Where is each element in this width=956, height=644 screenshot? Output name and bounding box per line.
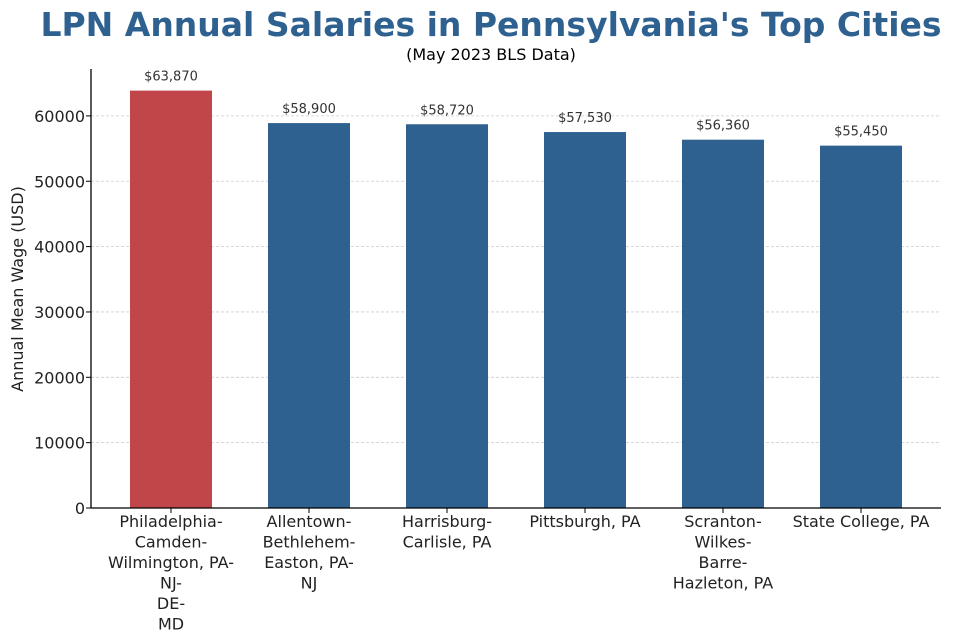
y-tick-label: 30000	[34, 303, 85, 322]
bar	[682, 139, 764, 509]
data-labels: $63,870 $58,900 $58,720 $57,530 $56,360 $55,4…	[144, 70, 888, 140]
data-label: $57,530	[558, 111, 612, 126]
x-tick-label: Harrisburg-Carlisle, PA	[402, 512, 492, 552]
y-axis-label: Annual Mean Wage (USD)	[8, 186, 27, 392]
x-tick-label: Philadelphia-Camden-Wilmington, PA-NJ-DE…	[108, 512, 234, 634]
bars	[130, 90, 902, 509]
y-tick-labels: 0 10000 20000 30000 40000 50000 60000	[34, 107, 91, 518]
data-label: $58,900	[282, 102, 336, 117]
axes	[90, 69, 941, 509]
bar	[406, 124, 488, 508]
bar	[820, 145, 902, 508]
gridlines	[91, 115, 941, 444]
y-tick-label: 0	[75, 499, 85, 518]
chart-title: LPN Annual Salaries in Pennsylvania's To…	[40, 5, 941, 44]
x-tick-label: Allentown-Bethlehem-Easton, PA-NJ	[263, 512, 356, 593]
y-tick-label: 20000	[34, 368, 85, 387]
y-tick-label: 60000	[34, 107, 85, 126]
x-tick-label: State College, PA	[793, 512, 930, 531]
y-tick-label: 40000	[34, 238, 85, 257]
chart-subtitle: (May 2023 BLS Data)	[406, 45, 576, 64]
bar	[130, 90, 212, 508]
x-tick-label: Scranton-Wilkes-Barre-Hazleton, PA	[673, 512, 774, 593]
data-label: $56,360	[696, 119, 750, 134]
y-tick-label: 50000	[34, 172, 85, 191]
data-label: $55,450	[834, 125, 888, 140]
bar	[544, 132, 626, 508]
x-tick-labels: Philadelphia-Camden-Wilmington, PA-NJ-DE…	[108, 508, 930, 634]
data-label: $63,870	[144, 70, 198, 85]
bar	[268, 123, 350, 508]
y-tick-label: 10000	[34, 434, 85, 453]
x-tick-label: Pittsburgh, PA	[529, 512, 640, 531]
data-label: $58,720	[420, 103, 474, 118]
